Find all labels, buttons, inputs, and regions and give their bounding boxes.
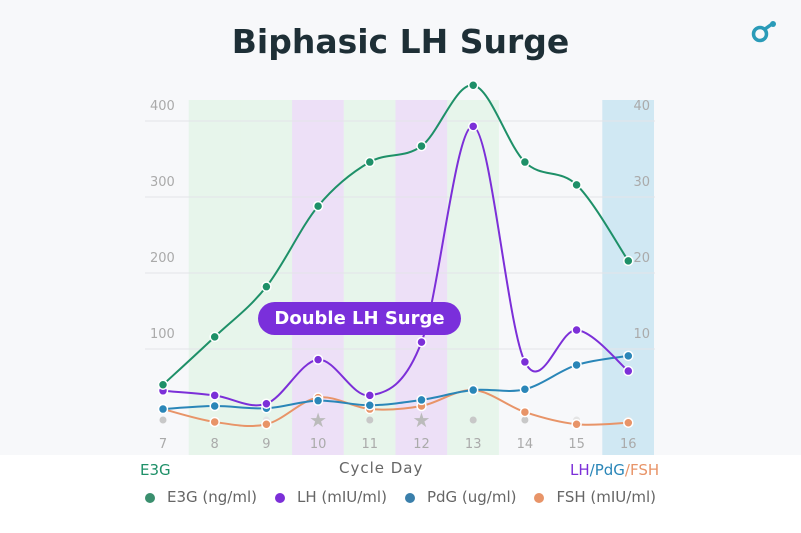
x-axis-label: Cycle Day (339, 459, 424, 477)
data-point (416, 140, 427, 152)
data-point (261, 418, 272, 430)
link-node-icon (751, 21, 776, 43)
data-point (312, 200, 324, 212)
legend-item-lh[interactable]: LH (mIU/ml) (274, 488, 387, 506)
legend-label: FSH (mIU/ml) (556, 488, 656, 506)
data-point (261, 398, 272, 409)
data-point (209, 390, 220, 401)
y-tick-left: 400 (150, 99, 175, 114)
day-marker-dot (469, 416, 477, 424)
y-tick-left: 200 (150, 251, 175, 266)
double-lh-surge-annotation: Double LH Surge (258, 302, 461, 335)
x-tick: 11 (362, 437, 379, 452)
data-point (209, 400, 220, 412)
right-axis-sep: / (589, 461, 595, 479)
data-point (467, 384, 479, 396)
legend-item-e3g[interactable]: E3G (ng/ml) (145, 488, 257, 506)
y-tick-right: 20 (633, 251, 650, 266)
x-tick: 14 (517, 437, 534, 452)
data-point (623, 365, 634, 377)
legend-label: LH (mIU/ml) (296, 488, 387, 506)
data-point (209, 331, 220, 343)
y-tick-right: 10 (633, 327, 650, 342)
right-axis-fsh: FSH (629, 461, 660, 479)
data-point (519, 384, 531, 395)
data-point (571, 179, 582, 191)
series-line-2 (162, 354, 629, 411)
legend: E3G (ng/ml) LH (mIU/ml) PdG (ug/ml) FSH … (0, 488, 801, 506)
data-point (157, 403, 169, 415)
data-point (312, 395, 324, 406)
right-axis-lh: LH (570, 461, 590, 479)
data-point (571, 324, 582, 336)
data-point (623, 255, 634, 267)
y-tick-left: 300 (150, 175, 175, 190)
x-tick: 10 (310, 437, 327, 452)
data-point (467, 80, 479, 91)
legend-label: E3G (ng/ml) (167, 488, 257, 506)
chart-title: Biphasic LH Surge (231, 22, 570, 61)
chart-footer (0, 455, 801, 533)
data-point (261, 281, 272, 292)
data-point (571, 359, 582, 371)
left-axis-label: E3G (140, 461, 171, 479)
day-marker-dot (366, 416, 374, 424)
x-tick: 13 (465, 437, 482, 452)
legend-item-fsh[interactable]: FSH (mIU/ml) (534, 488, 656, 506)
data-point (467, 121, 479, 132)
data-point (416, 394, 427, 406)
right-axis-label: LH/PdG/FSH (570, 461, 659, 479)
x-tick: 7 (159, 437, 167, 452)
data-point (623, 417, 634, 428)
y-tick-right: 30 (633, 175, 650, 190)
data-point (519, 406, 531, 418)
day-marker-dot (159, 416, 167, 424)
y-tick-right: 40 (633, 99, 650, 114)
x-tick: 15 (568, 437, 585, 452)
right-axis-sep2: / (624, 461, 630, 479)
data-point (623, 350, 634, 362)
star-icon: ★ (309, 408, 327, 432)
series-line-3 (162, 389, 629, 427)
x-tick: 12 (413, 437, 430, 452)
x-tick: 9 (262, 437, 270, 452)
x-tick: 16 (620, 437, 637, 452)
star-icon: ★ (413, 408, 431, 432)
data-point (312, 354, 324, 365)
data-point (519, 156, 531, 168)
series-line-0 (162, 84, 630, 386)
legend-label: PdG (ug/ml) (426, 488, 517, 506)
data-point (364, 390, 376, 401)
data-point (364, 399, 376, 411)
day-band (240, 100, 293, 455)
x-tick: 8 (211, 437, 219, 452)
day-band (447, 100, 499, 455)
data-point (571, 418, 582, 430)
y-tick-left: 100 (150, 327, 175, 342)
data-point (157, 379, 169, 390)
legend-item-pdg[interactable]: PdG (ug/ml) (404, 488, 517, 506)
right-axis-pdg: PdG (594, 461, 625, 479)
data-point (416, 336, 427, 348)
data-point (519, 356, 531, 368)
data-point (364, 156, 376, 168)
day-marker-dot (521, 416, 529, 424)
data-point (209, 416, 220, 428)
day-band (602, 100, 654, 455)
